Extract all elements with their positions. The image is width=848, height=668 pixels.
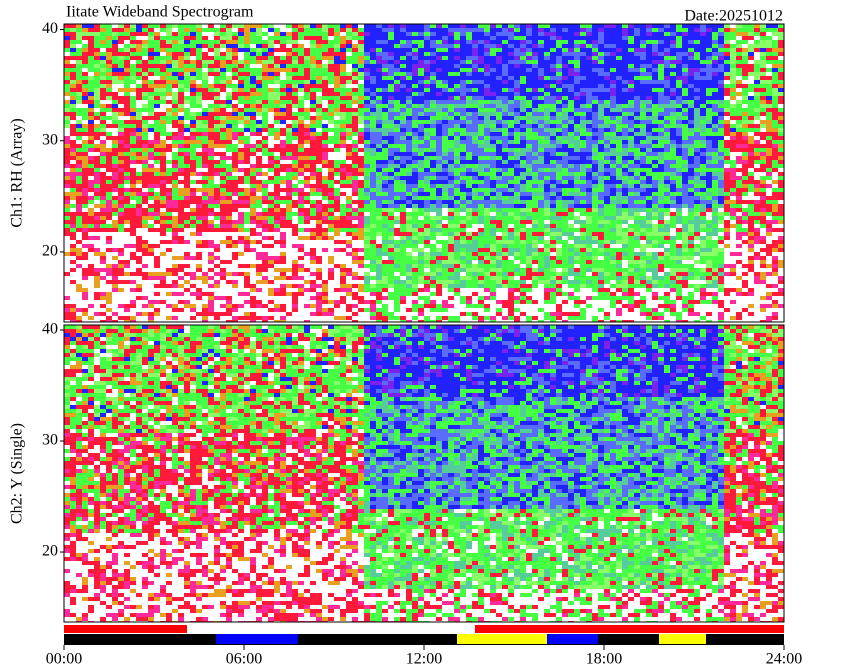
y-tick-label: 40 bbox=[42, 321, 58, 338]
spectrogram-texture bbox=[364, 325, 724, 397]
spectrogram-texture bbox=[64, 433, 784, 622]
status-segment bbox=[216, 634, 298, 644]
status-segment bbox=[547, 634, 598, 644]
spectrogram-texture bbox=[364, 100, 724, 288]
status-row bbox=[64, 634, 784, 645]
spectrogram-texture bbox=[64, 24, 784, 322]
spectrogram-texture bbox=[64, 132, 784, 322]
plot-frame bbox=[63, 324, 785, 623]
y-tick-label: 30 bbox=[42, 432, 58, 449]
y-axis-label: Ch1: RH (Array) bbox=[9, 118, 26, 227]
y-tick-label: 20 bbox=[42, 243, 58, 260]
chart-title: Iitate Wideband Spectrogram bbox=[66, 4, 254, 21]
status-segment bbox=[475, 625, 784, 633]
x-tick-label: 00:00 bbox=[46, 651, 82, 668]
status-bars bbox=[64, 625, 784, 645]
status-segment bbox=[659, 634, 706, 644]
spectrogram-texture bbox=[64, 24, 784, 288]
status-segment bbox=[64, 625, 187, 633]
y-tick-label: 40 bbox=[42, 20, 58, 37]
spectrogram-texture bbox=[364, 397, 724, 589]
x-tick-label: 06:00 bbox=[226, 651, 262, 668]
status-row bbox=[64, 625, 784, 634]
y-tick-label: 30 bbox=[42, 131, 58, 148]
x-tick-label: 12:00 bbox=[406, 651, 442, 668]
spectrogram-texture bbox=[64, 325, 784, 622]
y-axis-label: Ch2: Y (Single) bbox=[9, 423, 26, 524]
plots bbox=[63, 23, 785, 623]
x-tick-label: 18:00 bbox=[586, 651, 622, 668]
status-segment bbox=[457, 634, 547, 644]
y-tick-label: 20 bbox=[42, 543, 58, 560]
date-label: Date:20251012 bbox=[684, 8, 783, 25]
x-tick-label: 24:00 bbox=[766, 651, 802, 668]
spectrogram-texture bbox=[364, 24, 724, 100]
plot-frame bbox=[63, 23, 785, 323]
